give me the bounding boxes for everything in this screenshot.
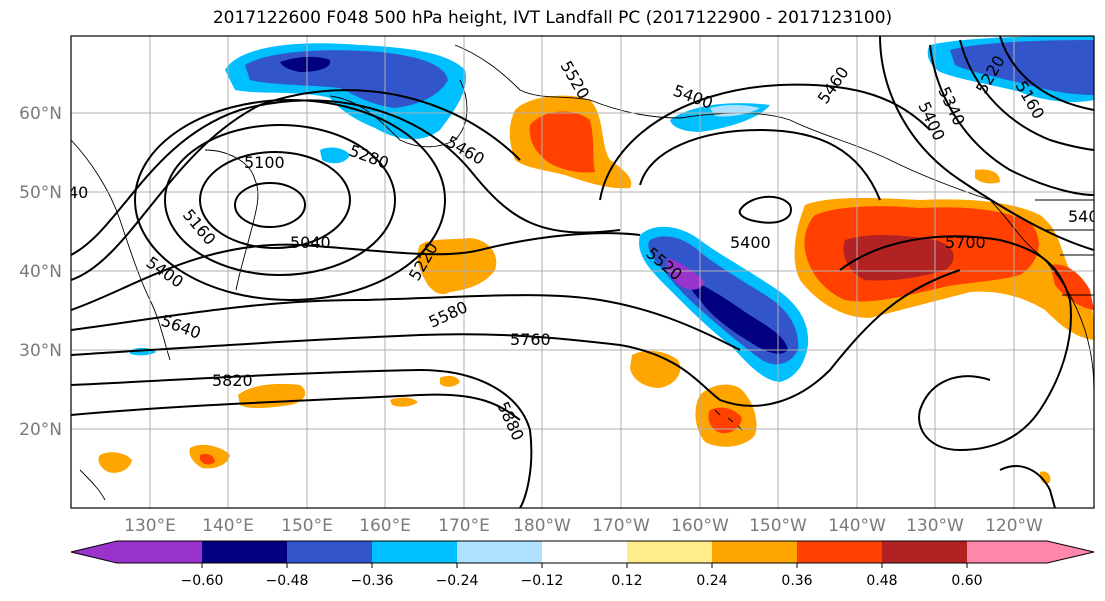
colorbar-outline — [70, 540, 1095, 564]
colorbar-bin — [882, 541, 967, 563]
contour-labels: 5100 5040 5160 5280 5400 5220 5520 5460 … — [68, 52, 1099, 443]
colorbar-arrow-high — [1047, 541, 1094, 563]
colorbar-tick-label: −0.24 — [436, 573, 479, 589]
lat-label: 50°N — [19, 183, 62, 203]
lat-label: 30°N — [19, 341, 62, 361]
lat-label: 60°N — [19, 104, 62, 124]
contour-label: 5040 — [290, 233, 331, 252]
lat-label: 40°N — [19, 262, 62, 282]
colorbar-bin — [967, 541, 1047, 563]
colorbar-tick-label: −0.48 — [266, 573, 309, 589]
colorbar-bin — [712, 541, 797, 563]
lon-label: 170°E — [438, 516, 490, 536]
contour-label: 5760 — [510, 330, 551, 349]
colorbar-bin — [457, 541, 542, 563]
lon-label: 130°W — [906, 516, 964, 536]
colorbar-bin — [372, 541, 457, 563]
colorbar-bin — [202, 541, 287, 563]
map-frame — [70, 35, 1095, 509]
height-contours — [71, 36, 1094, 508]
lon-label: 150°E — [281, 516, 333, 536]
colorbar-bin — [627, 541, 712, 563]
colorbar-tick-label: 0.24 — [696, 573, 727, 589]
lon-label: 160°W — [671, 516, 729, 536]
lon-label: 140°E — [202, 516, 254, 536]
colorbar-tick-label: −0.36 — [351, 573, 394, 589]
lon-label: 130°E — [124, 516, 176, 536]
contour-label: 5100 — [244, 153, 285, 172]
lon-label: 160°E — [359, 516, 411, 536]
colorbar-bin — [287, 541, 372, 563]
contour-label: 5400 — [730, 233, 771, 252]
colorbar: −0.60 −0.48 −0.36 −0.24 −0.12 0.12 0.24 … — [70, 540, 1095, 589]
longitude-labels: 130°E 140°E 150°E 160°E 170°E 180°W 170°… — [124, 516, 1043, 536]
map-panel: 5100 5040 5160 5280 5400 5220 5520 5460 … — [68, 36, 1099, 508]
contour-label: 5820 — [212, 371, 253, 390]
colorbar-tick-label: 0.60 — [951, 573, 982, 589]
colorbar-tick-label: −0.12 — [521, 573, 564, 589]
colorbar-arrow-low — [71, 541, 117, 563]
map-title: 2017122600 F048 500 hPa height, IVT Land… — [212, 8, 893, 28]
colorbar-tick-label: 0.48 — [866, 573, 897, 589]
colorbar-bin — [797, 541, 882, 563]
lon-label: 150°W — [749, 516, 807, 536]
colorbar-tick-label: −0.60 — [181, 573, 224, 589]
lat-label: 20°N — [19, 420, 62, 440]
contour-label: 5700 — [945, 233, 986, 252]
contour-label: 40 — [68, 183, 88, 202]
lon-label: 140°W — [828, 516, 886, 536]
latitude-labels: 60°N 50°N 40°N 30°N 20°N — [19, 104, 62, 440]
colorbar-bin — [542, 541, 627, 563]
contour-label: 540 — [1068, 207, 1099, 226]
colorbar-bin — [117, 541, 202, 563]
lon-label: 170°W — [592, 516, 650, 536]
colorbar-tick-label: 0.36 — [781, 573, 812, 589]
colorbar-tick-label: 0.12 — [611, 573, 642, 589]
lon-label: 180°W — [513, 516, 571, 536]
lon-label: 120°W — [985, 516, 1043, 536]
ivt-shading — [98, 36, 1094, 484]
